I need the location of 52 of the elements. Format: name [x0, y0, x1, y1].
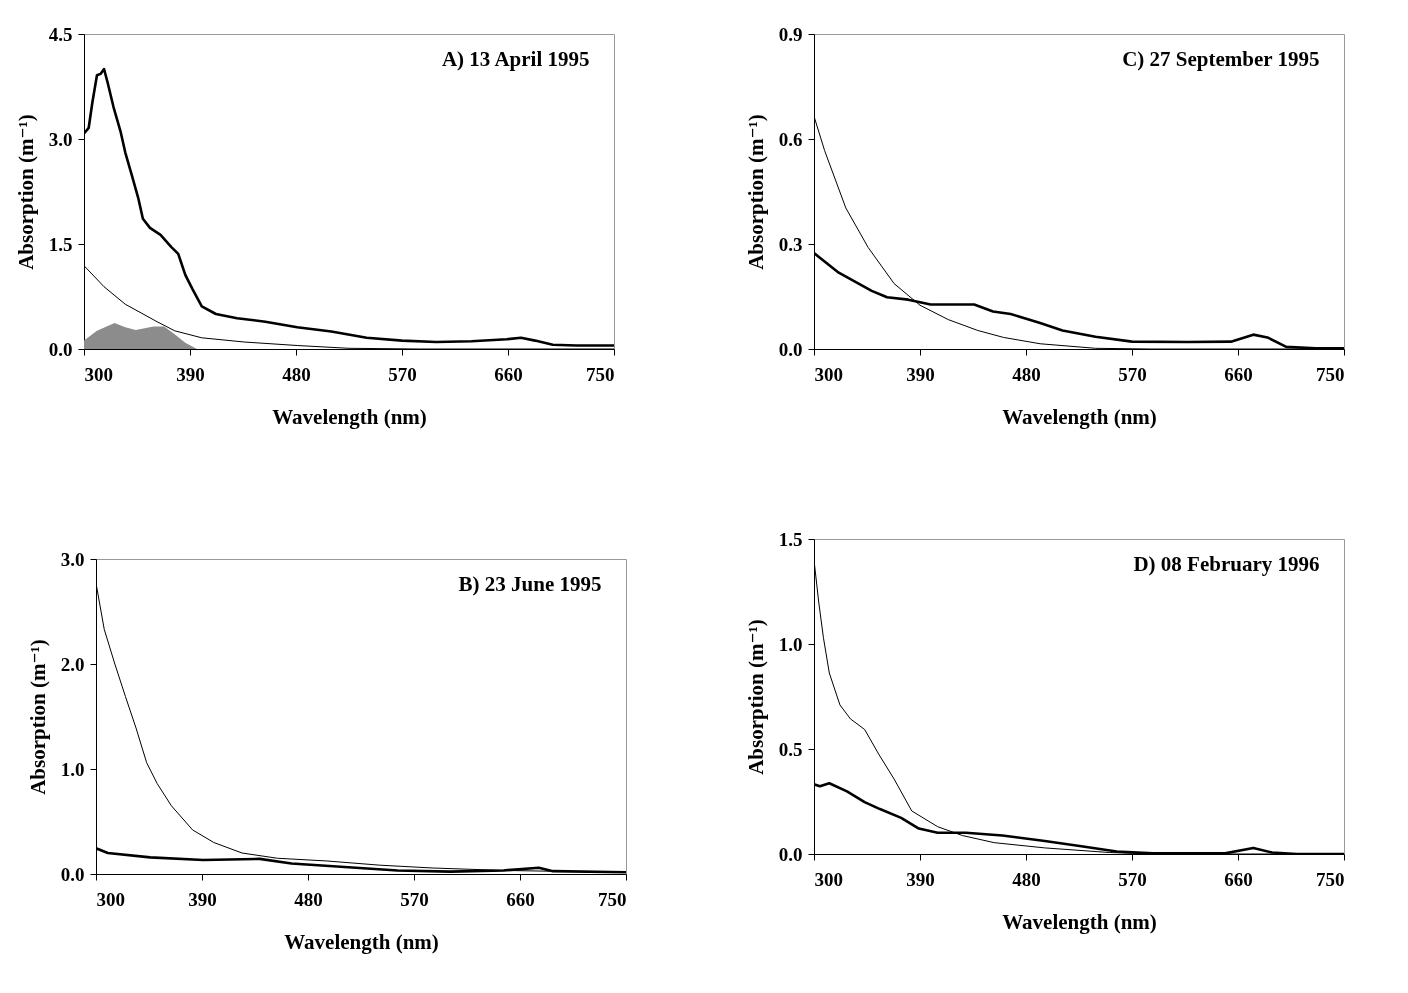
y-tick-label: 1.0 [778, 633, 803, 655]
x-axis-title: Wavelength (nm) [1002, 404, 1157, 429]
y-tick-label: 0.9 [778, 23, 803, 45]
text: D) 08 February 1996 [1133, 552, 1320, 576]
y-tick-label: 0.6 [778, 128, 803, 150]
y-axis-title: Absorption (m⁻¹) [743, 619, 768, 775]
text: A) 13 April 1995 [441, 47, 590, 71]
x-tick-label: 300 [814, 868, 843, 890]
x-tick-label: 480 [1012, 868, 1041, 890]
y-axis-title: Absorption (m⁻¹) [13, 114, 38, 270]
y-tick-label: 4.5 [48, 23, 73, 45]
x-tick-label: 390 [176, 363, 205, 385]
x-tick-label: 390 [906, 868, 935, 890]
y-axis-title: Absorption (m⁻¹) [743, 114, 768, 270]
y-axis-title: Absorption (m⁻¹) [25, 639, 50, 795]
x-tick-label: 480 [282, 363, 311, 385]
y-tick-label: 1.5 [48, 233, 73, 255]
x-tick-label: 570 [400, 888, 429, 910]
x-tick-label: 750 [598, 888, 627, 910]
x-tick-label: 300 [814, 363, 843, 385]
x-axis-title: Wavelength (nm) [1002, 909, 1157, 934]
x-tick-label: 300 [84, 363, 113, 385]
x-tick-label: 660 [506, 888, 535, 910]
text: B) 23 June 1995 [458, 572, 602, 596]
y-tick-label: 0.0 [778, 338, 803, 360]
x-tick-label: 570 [388, 363, 417, 385]
x-axis-title: Wavelength (nm) [272, 404, 427, 429]
x-tick-label: 750 [1316, 363, 1345, 385]
y-tick-label: 0.0 [60, 863, 85, 885]
x-tick-label: 570 [1118, 363, 1147, 385]
y-tick-label: 2.0 [60, 653, 85, 675]
y-tick-label: 0.3 [778, 233, 803, 255]
y-tick-label: 0.0 [48, 338, 73, 360]
y-tick-label: 0.5 [778, 738, 803, 760]
x-tick-label: 750 [1316, 868, 1345, 890]
x-axis-title: Wavelength (nm) [284, 929, 439, 954]
x-tick-label: 750 [586, 363, 615, 385]
y-tick-label: 3.0 [60, 548, 85, 570]
y-tick-label: 0.0 [778, 843, 803, 865]
x-tick-label: 660 [1224, 363, 1253, 385]
y-tick-label: 3.0 [48, 128, 73, 150]
x-tick-label: 570 [1118, 868, 1147, 890]
x-tick-label: 660 [494, 363, 523, 385]
text: C) 27 September 1995 [1122, 47, 1320, 71]
x-tick-label: 480 [1012, 363, 1041, 385]
x-tick-label: 390 [906, 363, 935, 385]
x-tick-label: 300 [96, 888, 125, 910]
x-tick-label: 390 [188, 888, 217, 910]
y-tick-label: 1.0 [60, 758, 85, 780]
x-tick-label: 480 [294, 888, 323, 910]
x-tick-label: 660 [1224, 868, 1253, 890]
y-tick-label: 1.5 [778, 528, 803, 550]
